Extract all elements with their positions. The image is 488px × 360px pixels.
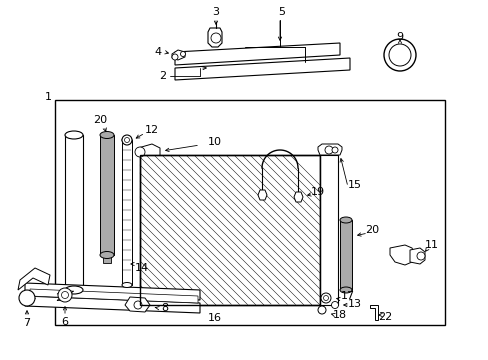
Polygon shape [125,297,150,312]
Bar [100,135,114,255]
Text: 22: 22 [377,312,391,322]
Polygon shape [30,289,198,303]
Ellipse shape [122,283,132,288]
Text: 7: 7 [23,318,30,328]
Text: 17: 17 [340,291,354,301]
Circle shape [325,146,332,154]
Ellipse shape [65,131,83,139]
Text: 9: 9 [396,32,403,42]
Bar [339,220,351,290]
Polygon shape [293,192,303,202]
Circle shape [172,54,178,60]
Bar [103,255,111,263]
Polygon shape [258,190,266,200]
Polygon shape [207,28,222,47]
Polygon shape [389,245,414,265]
Text: 6: 6 [61,317,68,327]
Ellipse shape [339,217,351,223]
Polygon shape [25,283,200,300]
Bar [319,155,337,305]
Polygon shape [18,268,50,290]
Circle shape [317,306,325,314]
Text: 3: 3 [212,7,219,17]
Text: 18: 18 [332,310,346,320]
Text: 8: 8 [161,303,168,313]
Circle shape [331,147,337,153]
Ellipse shape [65,286,83,294]
Text: 5: 5 [278,7,285,17]
Circle shape [331,301,338,309]
Circle shape [210,33,221,43]
Polygon shape [138,144,160,160]
Bar [140,155,319,305]
Circle shape [122,135,132,145]
Circle shape [180,51,185,57]
Text: 10: 10 [207,137,222,147]
Text: 4: 4 [154,47,161,57]
Text: 20: 20 [364,225,378,235]
Circle shape [323,296,328,301]
Polygon shape [369,305,377,320]
Circle shape [61,292,68,298]
Text: 12: 12 [144,125,159,135]
Circle shape [135,147,145,157]
Polygon shape [317,144,341,155]
Polygon shape [175,58,349,80]
Circle shape [124,138,129,143]
Text: 2: 2 [159,71,166,81]
Ellipse shape [100,131,114,139]
Circle shape [416,252,424,260]
Text: 16: 16 [207,313,222,323]
Circle shape [134,301,142,309]
Bar [140,155,319,305]
Text: 13: 13 [347,299,361,309]
Circle shape [19,290,35,306]
Polygon shape [409,248,424,264]
Text: 15: 15 [347,180,361,190]
Circle shape [388,44,410,66]
Bar [122,140,132,285]
Text: 1: 1 [44,92,51,102]
Bar [55,100,444,325]
Text: 14: 14 [135,263,149,273]
Polygon shape [175,43,339,65]
Circle shape [58,288,72,302]
Circle shape [383,39,415,71]
Polygon shape [172,50,184,60]
Text: 11: 11 [424,240,438,250]
Circle shape [320,293,330,303]
Ellipse shape [122,138,132,143]
Ellipse shape [339,287,351,293]
Text: 19: 19 [310,187,325,197]
Text: 21: 21 [55,293,69,303]
Bar [65,135,83,290]
Text: 20: 20 [93,115,107,125]
Polygon shape [25,296,200,313]
Ellipse shape [100,252,114,258]
